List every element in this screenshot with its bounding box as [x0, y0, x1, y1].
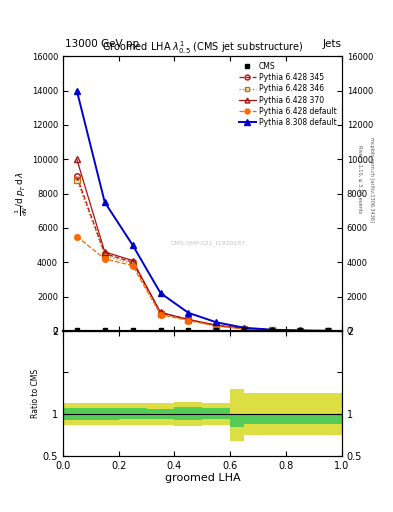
Text: Jets: Jets	[322, 38, 341, 49]
X-axis label: groomed LHA: groomed LHA	[165, 473, 240, 483]
Text: CMS-SMP-021_I1920187: CMS-SMP-021_I1920187	[171, 240, 246, 246]
Legend: CMS, Pythia 6.428 345, Pythia 6.428 346, Pythia 6.428 370, Pythia 6.428 default,: CMS, Pythia 6.428 345, Pythia 6.428 346,…	[237, 60, 338, 129]
Title: Groomed LHA $\lambda^{1}_{0.5}$ (CMS jet substructure): Groomed LHA $\lambda^{1}_{0.5}$ (CMS jet…	[102, 39, 303, 56]
Text: mcplots.cern.ch [arXiv:1306.3436]: mcplots.cern.ch [arXiv:1306.3436]	[369, 137, 374, 222]
Y-axis label: $\frac{1}{\mathrm{d}N} / \mathrm{d}\,p_T\,\mathrm{d}\,\lambda$: $\frac{1}{\mathrm{d}N} / \mathrm{d}\,p_T…	[14, 171, 30, 216]
Text: Rivet 3.1.10, ≥ 3.1M events: Rivet 3.1.10, ≥ 3.1M events	[357, 145, 362, 214]
Y-axis label: Ratio to CMS: Ratio to CMS	[31, 369, 40, 418]
Text: 13000 GeV pp: 13000 GeV pp	[65, 38, 139, 49]
